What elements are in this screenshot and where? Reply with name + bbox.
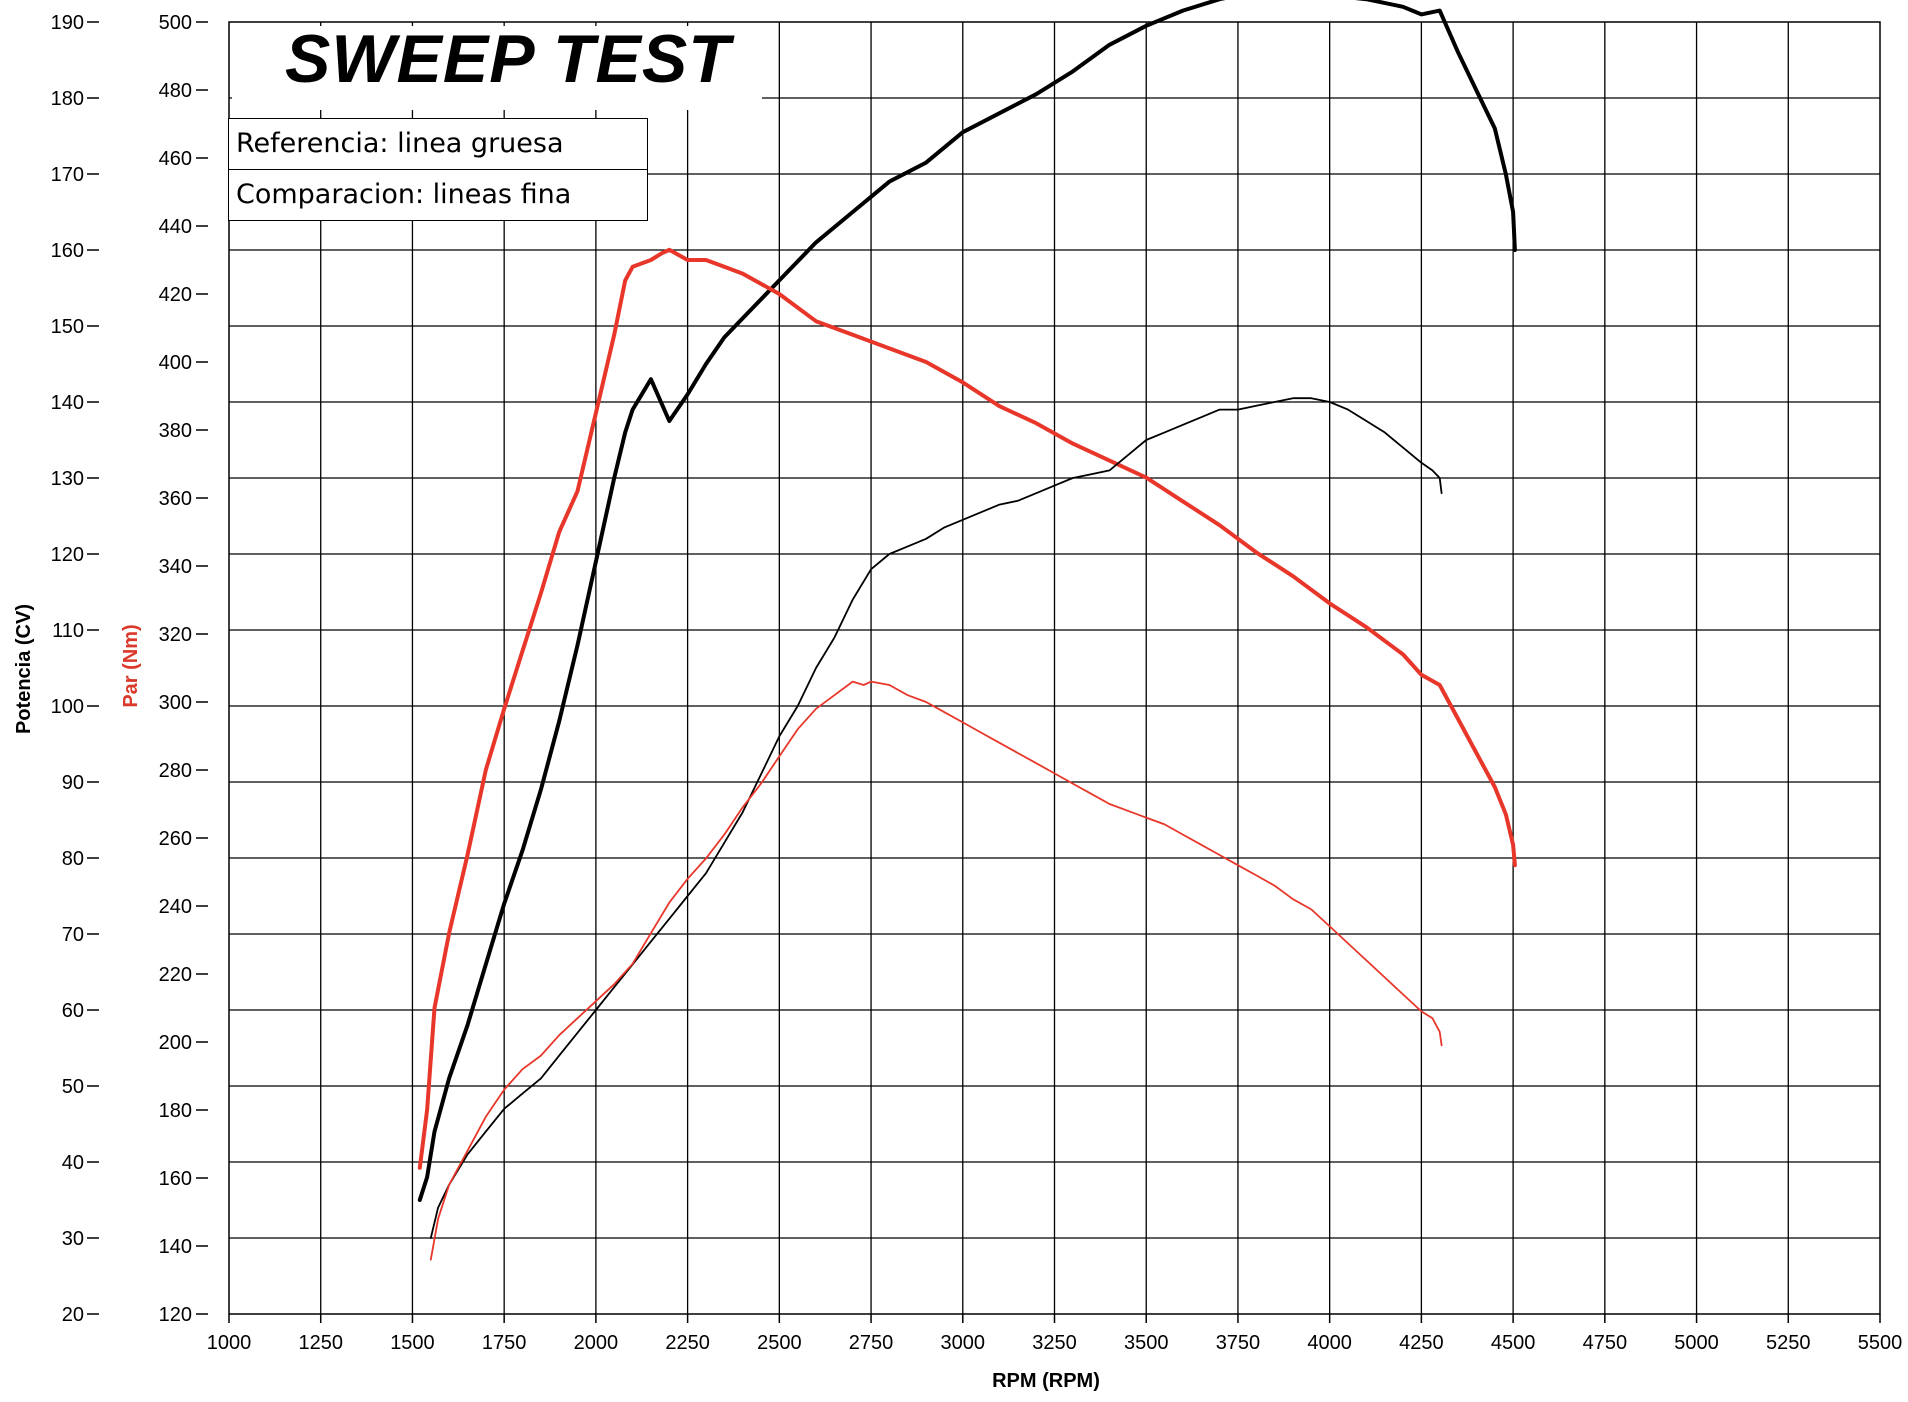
torque-tick-label: 320 bbox=[159, 624, 192, 646]
power-tick-label: 150 bbox=[51, 316, 84, 338]
x-axis: 1000 1250 1500 1750 2000 2250 2500 2750 3000 3250… bbox=[207, 1314, 1903, 1354]
legend: Referencia: linea gruesa Comparacion: li… bbox=[228, 118, 648, 221]
title-background bbox=[232, 26, 762, 110]
torque-reference-line bbox=[417, 247, 1517, 1170]
power-tick-label: 190 bbox=[51, 12, 84, 34]
x-tick-label: 4750 bbox=[1583, 1332, 1628, 1354]
x-tick-label: 3250 bbox=[1032, 1332, 1077, 1354]
grid bbox=[229, 22, 1880, 1314]
power-tick-label: 110 bbox=[52, 620, 84, 642]
power-tick-label: 120 bbox=[51, 544, 84, 566]
torque-tick-label: 400 bbox=[159, 352, 192, 374]
power-tick-label: 80 bbox=[62, 848, 84, 870]
y-axis-torque: 120 140 160 180 200 220 240 260 280 300 320 340 360 3… bbox=[159, 12, 208, 1326]
x-tick-label: 1000 bbox=[207, 1332, 252, 1354]
torque-tick-label: 440 bbox=[159, 216, 192, 238]
x-tick-label: 5500 bbox=[1858, 1332, 1903, 1354]
torque-tick-label: 260 bbox=[159, 828, 192, 850]
x-tick-label: 1500 bbox=[390, 1332, 435, 1354]
torque-tick-label: 420 bbox=[159, 284, 192, 306]
x-tick-label: 5250 bbox=[1766, 1332, 1811, 1354]
torque-tick-label: 140 bbox=[159, 1236, 192, 1258]
x-axis-title: RPM (RPM) bbox=[992, 1370, 1100, 1392]
torque-tick-label: 180 bbox=[159, 1100, 192, 1122]
x-tick-label: 1250 bbox=[298, 1332, 343, 1354]
torque-tick-label: 480 bbox=[159, 80, 192, 102]
torque-tick-label: 500 bbox=[159, 12, 192, 34]
x-tick-label: 4250 bbox=[1399, 1332, 1444, 1354]
torque-comparison-line bbox=[429, 680, 1443, 1261]
y-axis-power: 20 30 40 50 60 70 80 90 100 110 120 130 140 150 160 170… bbox=[51, 12, 99, 1326]
power-tick-label: 70 bbox=[62, 924, 84, 946]
power-comparison-line bbox=[429, 397, 1443, 1239]
torque-tick-label: 460 bbox=[159, 148, 192, 170]
x-tick-label: 2500 bbox=[757, 1332, 802, 1354]
power-tick-label: 180 bbox=[51, 88, 84, 110]
torque-tick-label: 220 bbox=[159, 964, 192, 986]
torque-tick-label: 200 bbox=[159, 1032, 192, 1054]
y-axis-title-power: Potencia (CV) bbox=[13, 604, 35, 734]
x-tick-label: 2750 bbox=[849, 1332, 894, 1354]
power-tick-label: 30 bbox=[62, 1228, 84, 1250]
power-tick-label: 50 bbox=[62, 1076, 84, 1098]
torque-tick-label: 120 bbox=[159, 1304, 192, 1326]
power-tick-label: 100 bbox=[51, 696, 84, 718]
x-tick-label: 2000 bbox=[574, 1332, 619, 1354]
x-tick-label: 4000 bbox=[1307, 1332, 1352, 1354]
torque-tick-label: 280 bbox=[159, 760, 192, 782]
power-reference-line bbox=[417, 0, 1517, 1202]
power-tick-label: 40 bbox=[62, 1152, 84, 1174]
torque-tick-label: 300 bbox=[159, 692, 192, 714]
chart-title: SWEEP TEST bbox=[285, 21, 731, 97]
y-axis-title-torque: Par (Nm) bbox=[120, 624, 142, 707]
x-tick-label: 3000 bbox=[941, 1332, 986, 1354]
x-tick-label: 2250 bbox=[665, 1332, 710, 1354]
x-tick-label: 5000 bbox=[1674, 1332, 1719, 1354]
power-tick-label: 20 bbox=[62, 1304, 84, 1326]
x-tick-label: 3500 bbox=[1124, 1332, 1169, 1354]
power-tick-label: 170 bbox=[51, 164, 84, 186]
power-tick-label: 160 bbox=[51, 240, 84, 262]
power-tick-label: 140 bbox=[51, 392, 84, 414]
x-tick-label: 3750 bbox=[1216, 1332, 1261, 1354]
torque-tick-label: 340 bbox=[159, 556, 192, 578]
power-tick-label: 130 bbox=[51, 468, 84, 490]
power-tick-label: 60 bbox=[62, 1000, 84, 1022]
torque-tick-label: 160 bbox=[159, 1168, 192, 1190]
torque-tick-label: 360 bbox=[159, 488, 192, 510]
torque-tick-label: 380 bbox=[159, 420, 192, 442]
legend-reference: Referencia: linea gruesa bbox=[236, 128, 564, 159]
x-tick-label: 4500 bbox=[1491, 1332, 1536, 1354]
x-tick-label: 1750 bbox=[482, 1332, 527, 1354]
legend-comparison: Comparacion: lineas fina bbox=[229, 169, 647, 220]
power-tick-label: 90 bbox=[62, 772, 84, 794]
series-layer bbox=[417, 0, 1517, 1261]
torque-tick-label: 240 bbox=[159, 896, 192, 918]
